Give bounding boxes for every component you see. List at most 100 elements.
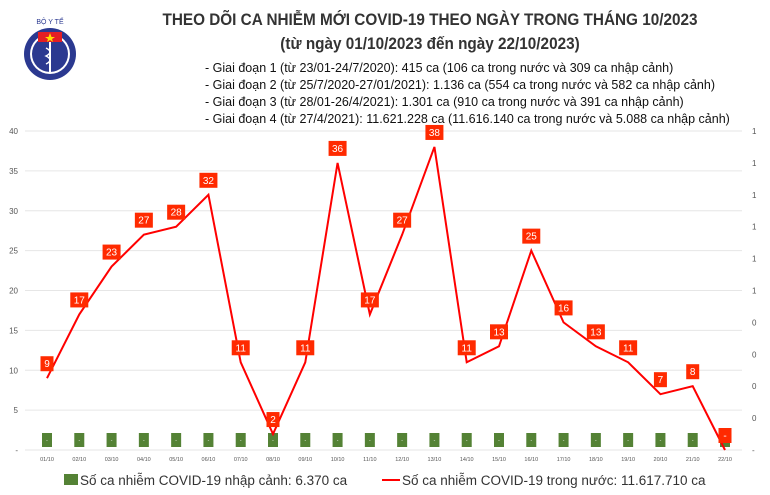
chart-title: THEO DÕI CA NHIỄM MỚI COVID-19 THEO NGÀY…: [162, 10, 698, 29]
bar-import-cases: [42, 433, 52, 447]
y-tick-right: 1: [752, 191, 757, 200]
x-tick-label: 11/10: [363, 457, 376, 463]
bar-data-label: -: [208, 438, 210, 444]
bar-import-cases: [74, 433, 85, 447]
bar-import-cases: [558, 433, 569, 447]
bar-data-label: -: [692, 438, 694, 444]
y-tick-right: 1: [752, 255, 757, 264]
bar-import-cases: [494, 433, 504, 447]
legend-label-domestic: Số ca nhiễm COVID-19 trong nước: 11.617.…: [402, 473, 706, 488]
line-data-label-box: [522, 228, 541, 244]
bar-data-label: -: [272, 438, 274, 444]
y-tick-right: 1: [752, 159, 757, 168]
y-tick-right: 1: [752, 127, 757, 136]
y-tick-left: 40: [9, 127, 18, 136]
line-data-label-box: [393, 212, 412, 228]
bar-import-cases: [687, 433, 698, 447]
bar-import-cases: [364, 433, 375, 447]
x-tick-label: 16/10: [524, 457, 538, 463]
x-tick-label: 01/10: [40, 457, 54, 463]
y-tick-left: 5: [14, 406, 19, 415]
line-data-label: 17: [364, 295, 376, 306]
line-data-label-box: [328, 140, 347, 156]
line-data-label-box: [718, 428, 732, 443]
line-data-label-box: [296, 340, 315, 356]
y-tick-right: 1: [752, 223, 757, 232]
x-tick-label: 21/10: [686, 457, 700, 463]
bar-data-label: -: [498, 438, 500, 444]
y-tick-left: 25: [9, 247, 18, 256]
y-tick-left: 30: [9, 207, 18, 216]
line-data-label: 27: [397, 216, 409, 227]
line-data-label-box: [653, 372, 667, 388]
chart-subtitle: (từ ngày 01/10/2023 đến ngày 22/10/2023): [280, 34, 580, 53]
x-tick-label: 14/10: [460, 457, 474, 463]
svg-text:BỘ Y TẾ: BỘ Y TẾ: [36, 16, 64, 26]
bar-import-cases: [106, 433, 117, 447]
note-period-2: - Giai đoạn 2 (từ 25/7/2020-27/01/2021):…: [205, 78, 715, 92]
x-tick-label: 06/10: [202, 457, 216, 463]
x-tick-label: 15/10: [492, 457, 506, 463]
line-data-label: 17: [74, 295, 86, 306]
line-data-label-box: [40, 356, 54, 372]
bar-import-cases: [235, 433, 246, 447]
line-data-label: 23: [106, 248, 118, 259]
bar-import-cases: [461, 433, 472, 447]
line-data-label: 38: [429, 128, 441, 139]
ministry-of-health-logo: BỘ Y TẾ: [24, 16, 76, 80]
y-tick-right: -: [752, 446, 755, 455]
line-data-label-box: [586, 324, 605, 340]
line-data-label-box: [231, 340, 250, 356]
bar-data-label: -: [78, 438, 80, 444]
y-tick-right: 0: [752, 350, 757, 359]
line-data-label-box: [619, 340, 638, 356]
x-tick-label: 13/10: [428, 457, 442, 463]
bar-data-label: -: [595, 438, 597, 444]
line-data-label-box: [70, 292, 89, 308]
y-tick-right: 0: [752, 414, 757, 423]
bar-import-cases: [526, 433, 537, 447]
x-tick-label: 22/10: [718, 457, 732, 463]
legend-label-import: Số ca nhiễm COVID-19 nhập cảnh: 6.370 ca: [80, 473, 348, 488]
y-tick-left: 15: [9, 326, 18, 335]
line-data-label-box: [425, 124, 444, 140]
bar-data-label: -: [175, 438, 177, 444]
x-tick-label: 02/10: [72, 457, 86, 463]
bar-data-label: -: [111, 438, 113, 444]
bar-data-label: -: [240, 438, 242, 444]
bar-data-label: -: [143, 438, 145, 444]
x-tick-label: 18/10: [589, 457, 603, 463]
line-data-label: 25: [526, 232, 538, 243]
y-tick-left: 10: [9, 366, 18, 375]
x-tick-label: 04/10: [137, 457, 151, 463]
line-data-label-box: [134, 212, 153, 228]
line-data-label-box: [266, 412, 280, 428]
y-tick-left: 20: [9, 287, 18, 296]
bar-import-cases: [203, 433, 214, 447]
x-tick-label: 07/10: [234, 457, 248, 463]
note-period-1: - Giai đoạn 1 (từ 23/01-24/7/2020): 415 …: [205, 61, 674, 75]
bar-data-label: -: [369, 438, 371, 444]
line-domestic-cases: [46, 146, 726, 451]
line-data-label: 13: [493, 327, 505, 338]
bar-data-label: -: [434, 438, 436, 444]
line-data-label-box: [554, 300, 573, 316]
y-tick-right: 0: [752, 382, 757, 391]
y-tick-left: -: [15, 446, 18, 455]
legend-swatch-import: [64, 474, 78, 485]
y-tick-right: 1: [752, 287, 757, 296]
line-data-label: 8: [690, 367, 696, 378]
bar-import-cases: [429, 433, 440, 447]
line-data-label: 7: [658, 375, 664, 386]
line-data-label: 11: [462, 343, 473, 354]
x-tick-label: 12/10: [395, 457, 409, 463]
x-tick-label: 20/10: [654, 457, 668, 463]
bar-import-cases: [623, 433, 634, 447]
x-tick-label: 09/10: [298, 457, 312, 463]
x-tick-label: 17/10: [557, 457, 571, 463]
line-data-label: 28: [171, 208, 183, 219]
period-notes: - Giai đoạn 1 (từ 23/01-24/7/2020): 415 …: [205, 60, 730, 128]
line-data-label: 11: [623, 343, 634, 354]
